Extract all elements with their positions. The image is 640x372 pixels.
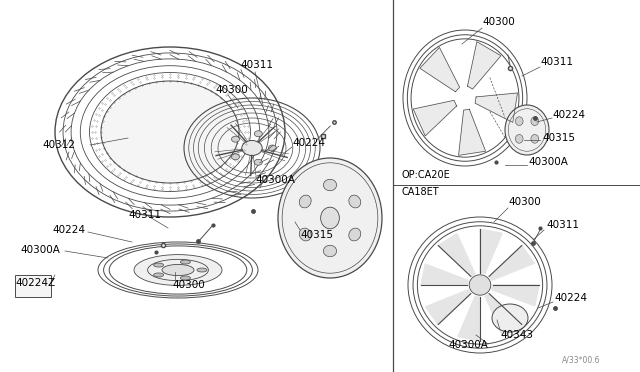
Ellipse shape	[321, 207, 339, 229]
Polygon shape	[475, 93, 518, 122]
Ellipse shape	[300, 195, 311, 208]
Text: 40343: 40343	[500, 330, 533, 340]
Ellipse shape	[268, 145, 276, 151]
Text: 40315: 40315	[300, 230, 333, 240]
Ellipse shape	[197, 268, 207, 272]
Ellipse shape	[349, 228, 361, 241]
Ellipse shape	[101, 81, 239, 183]
Ellipse shape	[254, 131, 262, 137]
Ellipse shape	[515, 134, 523, 143]
Polygon shape	[438, 234, 475, 276]
Ellipse shape	[162, 264, 194, 276]
Ellipse shape	[242, 141, 262, 155]
Polygon shape	[467, 42, 501, 89]
Bar	[15, 275, 51, 297]
Ellipse shape	[154, 263, 164, 267]
Ellipse shape	[515, 117, 523, 125]
Ellipse shape	[232, 136, 239, 142]
Polygon shape	[420, 48, 460, 92]
Ellipse shape	[531, 117, 539, 125]
Text: 40315: 40315	[542, 133, 575, 143]
Ellipse shape	[134, 254, 222, 285]
Text: 40300A: 40300A	[528, 157, 568, 167]
Text: 40300A: 40300A	[448, 340, 488, 350]
Ellipse shape	[469, 275, 491, 295]
Text: 40224: 40224	[554, 293, 587, 303]
Text: 40300: 40300	[508, 197, 541, 207]
Polygon shape	[492, 285, 539, 306]
Text: 40224: 40224	[552, 110, 585, 120]
Text: 40300: 40300	[172, 280, 205, 290]
Ellipse shape	[254, 159, 262, 165]
Polygon shape	[421, 264, 468, 285]
Text: 40300A: 40300A	[255, 175, 295, 185]
Text: 40224: 40224	[292, 138, 325, 148]
Ellipse shape	[492, 304, 528, 332]
Text: OP:CA20E: OP:CA20E	[402, 170, 451, 180]
Ellipse shape	[180, 260, 191, 264]
Ellipse shape	[154, 273, 164, 277]
Ellipse shape	[323, 245, 337, 257]
Polygon shape	[489, 246, 534, 280]
Ellipse shape	[180, 276, 191, 280]
Text: 40224: 40224	[52, 225, 85, 235]
Text: 40311: 40311	[240, 60, 273, 70]
Ellipse shape	[300, 228, 311, 241]
Ellipse shape	[323, 179, 337, 191]
Polygon shape	[480, 229, 502, 274]
Text: 40311: 40311	[128, 210, 161, 220]
Ellipse shape	[349, 195, 361, 208]
Polygon shape	[426, 290, 471, 324]
Polygon shape	[413, 100, 456, 136]
Text: 40312: 40312	[42, 140, 75, 150]
Ellipse shape	[278, 158, 382, 278]
Text: A/33*00.6: A/33*00.6	[561, 356, 600, 365]
Polygon shape	[459, 109, 486, 155]
Text: 40300A: 40300A	[20, 245, 60, 255]
Polygon shape	[458, 296, 480, 341]
Text: CA18ET: CA18ET	[402, 187, 440, 197]
Text: 40300: 40300	[215, 85, 248, 95]
Text: 40300: 40300	[482, 17, 515, 27]
Ellipse shape	[505, 105, 549, 155]
Polygon shape	[485, 294, 522, 336]
Text: 40311: 40311	[546, 220, 579, 230]
Text: 40224Z: 40224Z	[15, 278, 55, 288]
Ellipse shape	[531, 134, 539, 143]
Ellipse shape	[232, 154, 239, 160]
Text: 40311: 40311	[540, 57, 573, 67]
